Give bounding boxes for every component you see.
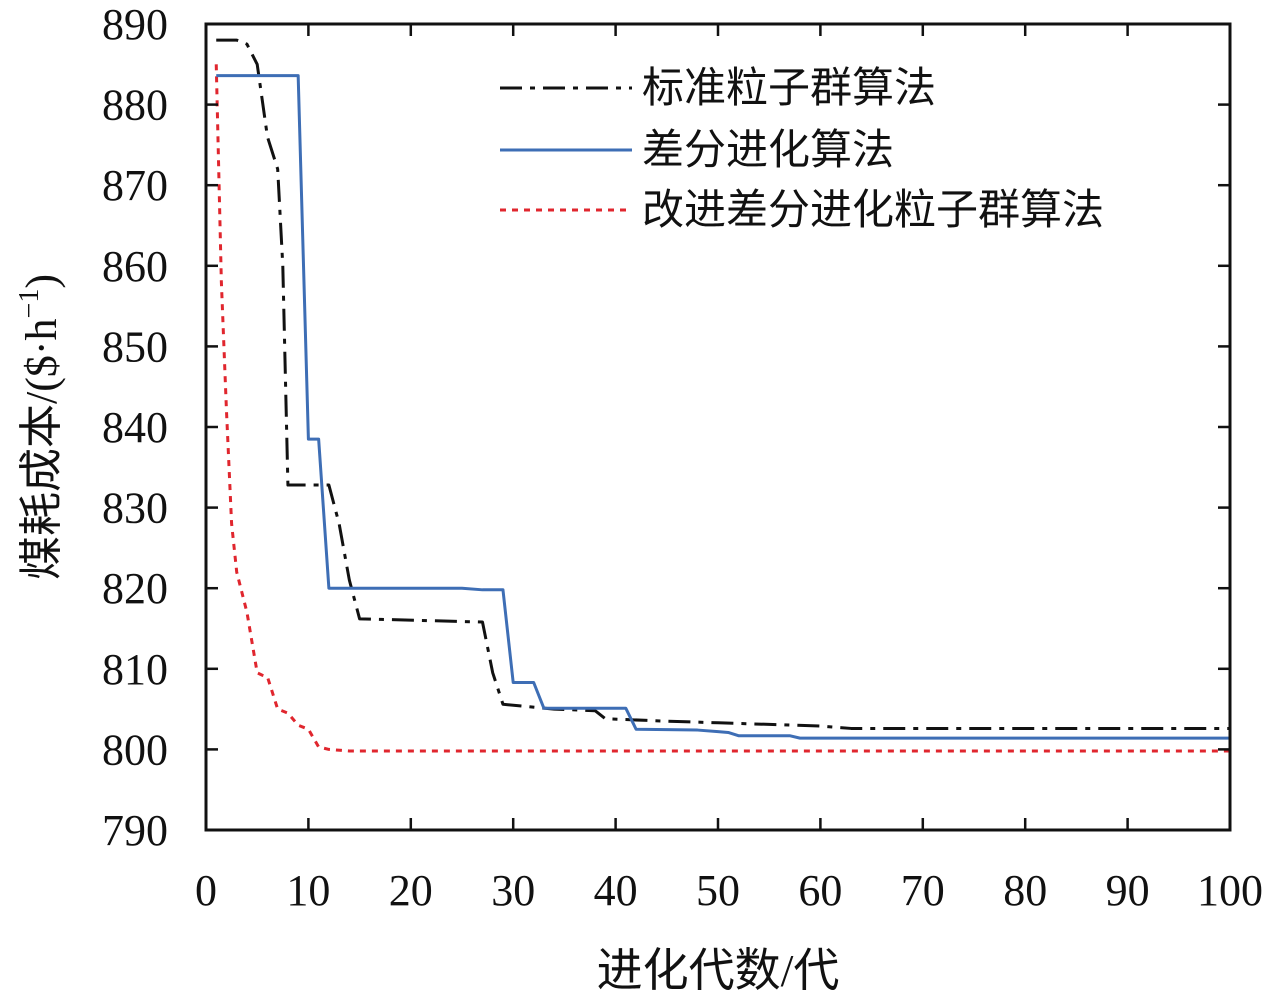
x-tick-label-4: 40 (594, 866, 638, 915)
x-axis-label: 进化代数/代 (597, 945, 840, 996)
y-axis-label-main: 煤耗成本/($·h (17, 318, 66, 580)
x-tick-label-6: 60 (798, 866, 842, 915)
legend-label-1: 标准粒子群算法 (642, 63, 936, 112)
x-tick-label-9: 90 (1106, 866, 1150, 915)
x-tick-label-2: 20 (389, 866, 433, 915)
y-tick-label-1: 800 (102, 725, 168, 774)
y-tick-label-3: 820 (102, 564, 168, 613)
series-line-2 (216, 74, 1230, 740)
x-tick-label-3: 30 (491, 866, 535, 915)
series-line-1 (216, 38, 1230, 730)
y-axis-label-suffix: ) (17, 274, 66, 289)
y-tick-label-2: 810 (102, 645, 168, 694)
series-layer (214, 38, 1230, 753)
y-tick-label-7: 860 (102, 242, 168, 291)
y-axis-label: 煤耗成本/($·h−1) (14, 274, 66, 580)
x-tick-label-1: 10 (286, 866, 330, 915)
y-tick-label-10: 890 (102, 0, 168, 49)
y-tick-label-5: 840 (102, 403, 168, 452)
legend-label-3: 改进差分进化粒子群算法 (642, 185, 1104, 234)
y-tick-label-6: 850 (102, 322, 168, 371)
y-tick-label-4: 830 (102, 484, 168, 533)
y-tick-label-8: 870 (102, 161, 168, 210)
x-tick-label-10: 100 (1197, 866, 1263, 915)
ticks-layer: 0 10 20 30 40 50 60 70 80 90 100 790 800 810 820 830 840… (102, 0, 1263, 915)
x-tick-label-8: 80 (1003, 866, 1047, 915)
y-tick-label-0: 790 (102, 806, 168, 855)
y-axis-label-superscript: −1 (14, 289, 45, 319)
x-tick-label-7: 70 (901, 866, 945, 915)
legend-label-2: 差分进化算法 (642, 125, 894, 174)
y-tick-label-9: 880 (102, 81, 168, 130)
series-line-3 (214, 64, 1230, 753)
x-tick-label-5: 50 (696, 866, 740, 915)
x-tick-label-0: 0 (195, 866, 217, 915)
